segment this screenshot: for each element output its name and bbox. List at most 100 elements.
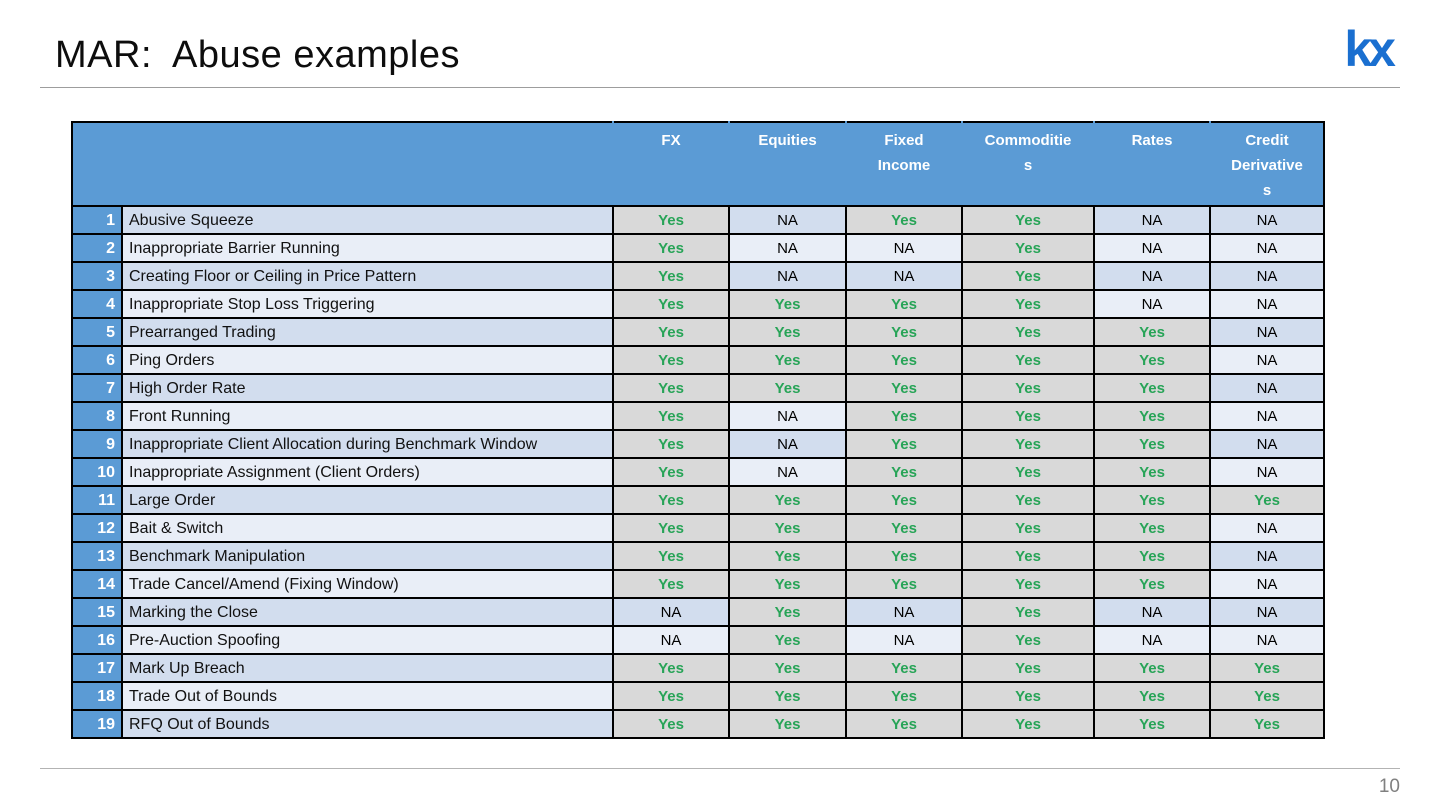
value-cell-yes: Yes	[612, 205, 730, 235]
value-cell-yes: Yes	[1093, 569, 1211, 599]
value-cell-na: NA	[1093, 597, 1211, 627]
value-cell-na: NA	[1209, 205, 1325, 235]
abuse-name-cell: Pre-Auction Spoofing	[121, 625, 614, 655]
table-row: 10 Inappropriate Assignment (Client Order…	[71, 457, 1325, 487]
value-cell-yes: Yes	[728, 541, 847, 571]
value-cell-yes: Yes	[1093, 485, 1211, 515]
abuse-name-cell: Inappropriate Barrier Running	[121, 233, 614, 263]
abuse-name-cell: Bait & Switch	[121, 513, 614, 543]
value-cell-yes: Yes	[728, 625, 847, 655]
value-cell-yes: Yes	[612, 261, 730, 291]
value-cell-na: NA	[845, 625, 963, 655]
value-cell-yes: Yes	[1093, 513, 1211, 543]
row-number-cell: 9	[71, 429, 123, 459]
abuse-name-cell: Creating Floor or Ceiling in Price Patte…	[121, 261, 614, 291]
value-cell-yes: Yes	[1093, 653, 1211, 683]
value-cell-na: NA	[1209, 317, 1325, 347]
value-cell-na: NA	[845, 597, 963, 627]
value-cell-yes: Yes	[845, 429, 963, 459]
value-cell-yes: Yes	[612, 681, 730, 711]
table-row: 14 Trade Cancel/Amend (Fixing Window) Yes Y…	[71, 569, 1325, 599]
table-row: 1 Abusive Squeeze Yes NA Yes Yes NA NA	[71, 205, 1325, 235]
table-row: 3 Creating Floor or Ceiling in Price Patt…	[71, 261, 1325, 291]
value-cell-na: NA	[1209, 457, 1325, 487]
table-row: 16 Pre-Auction Spoofing NA Yes NA Yes NA NA	[71, 625, 1325, 655]
page-title: MAR: Abuse examples	[55, 34, 460, 76]
abuse-name-cell: Ping Orders	[121, 345, 614, 375]
abuse-name-cell: RFQ Out of Bounds	[121, 709, 614, 739]
value-cell-yes: Yes	[728, 569, 847, 599]
table-row: 8 Front Running Yes NA Yes Yes Yes NA	[71, 401, 1325, 431]
value-cell-yes: Yes	[1093, 401, 1211, 431]
row-number-cell: 17	[71, 653, 123, 683]
abuse-name-cell: Trade Cancel/Amend (Fixing Window)	[121, 569, 614, 599]
value-cell-yes: Yes	[961, 485, 1095, 515]
value-cell-yes: Yes	[612, 401, 730, 431]
value-cell-yes: Yes	[961, 317, 1095, 347]
abuse-name-cell: Abusive Squeeze	[121, 205, 614, 235]
value-cell-yes: Yes	[1209, 681, 1325, 711]
value-cell-yes: Yes	[728, 653, 847, 683]
value-cell-na: NA	[1209, 625, 1325, 655]
value-cell-yes: Yes	[612, 709, 730, 739]
value-cell-yes: Yes	[845, 345, 963, 375]
value-cell-na: NA	[1209, 569, 1325, 599]
value-cell-yes: Yes	[612, 233, 730, 263]
value-cell-na: NA	[1209, 541, 1325, 571]
abuse-name-cell: Inappropriate Assignment (Client Orders)	[121, 457, 614, 487]
value-cell-yes: Yes	[845, 541, 963, 571]
table-header-row: FX Equities Fixed Income Commoditie s Rates C…	[71, 121, 1325, 207]
value-cell-yes: Yes	[845, 289, 963, 319]
row-number-cell: 6	[71, 345, 123, 375]
row-number-cell: 18	[71, 681, 123, 711]
value-cell-yes: Yes	[612, 485, 730, 515]
value-cell-na: NA	[845, 233, 963, 263]
abuse-name-cell: Prearranged Trading	[121, 317, 614, 347]
value-cell-yes: Yes	[961, 541, 1095, 571]
value-cell-yes: Yes	[961, 261, 1095, 291]
table-row: 17 Mark Up Breach Yes Yes Yes Yes Yes Yes	[71, 653, 1325, 683]
value-cell-na: NA	[1093, 261, 1211, 291]
value-cell-yes: Yes	[612, 429, 730, 459]
value-cell-yes: Yes	[728, 317, 847, 347]
value-cell-yes: Yes	[728, 373, 847, 403]
abuse-name-cell: Benchmark Manipulation	[121, 541, 614, 571]
value-cell-yes: Yes	[1209, 653, 1325, 683]
value-cell-na: NA	[1093, 205, 1211, 235]
row-number-cell: 16	[71, 625, 123, 655]
column-header: Fixed Income	[845, 121, 963, 207]
row-number-cell: 15	[71, 597, 123, 627]
value-cell-yes: Yes	[612, 569, 730, 599]
column-header: Rates	[1093, 121, 1211, 207]
value-cell-yes: Yes	[961, 429, 1095, 459]
value-cell-na: NA	[1209, 345, 1325, 375]
column-header: FX	[612, 121, 730, 207]
table-body: 1 Abusive Squeeze Yes NA Yes Yes NA NA 2 Inapprop…	[71, 205, 1325, 739]
value-cell-yes: Yes	[961, 513, 1095, 543]
table-row: 18 Trade Out of Bounds Yes Yes Yes Yes Yes Yes	[71, 681, 1325, 711]
table-row: 7 High Order Rate Yes Yes Yes Yes Yes NA	[71, 373, 1325, 403]
row-number-cell: 4	[71, 289, 123, 319]
row-number-cell: 7	[71, 373, 123, 403]
abuse-name-cell: Inappropriate Client Allocation during B…	[121, 429, 614, 459]
value-cell-yes: Yes	[961, 233, 1095, 263]
value-cell-yes: Yes	[1093, 709, 1211, 739]
abuse-name-cell: Marking the Close	[121, 597, 614, 627]
title-divider	[40, 87, 1400, 88]
table-row: 12 Bait & Switch Yes Yes Yes Yes Yes NA	[71, 513, 1325, 543]
table-row: 6 Ping Orders Yes Yes Yes Yes Yes NA	[71, 345, 1325, 375]
value-cell-yes: Yes	[845, 485, 963, 515]
value-cell-yes: Yes	[728, 709, 847, 739]
abuse-name-cell: High Order Rate	[121, 373, 614, 403]
value-cell-na: NA	[1209, 373, 1325, 403]
value-cell-yes: Yes	[845, 401, 963, 431]
value-cell-na: NA	[1093, 233, 1211, 263]
row-number-cell: 14	[71, 569, 123, 599]
abuse-name-cell: Mark Up Breach	[121, 653, 614, 683]
row-number-cell: 11	[71, 485, 123, 515]
value-cell-na: NA	[612, 597, 730, 627]
value-cell-na: NA	[728, 205, 847, 235]
value-cell-yes: Yes	[845, 513, 963, 543]
table-row: 15 Marking the Close NA Yes NA Yes NA NA	[71, 597, 1325, 627]
